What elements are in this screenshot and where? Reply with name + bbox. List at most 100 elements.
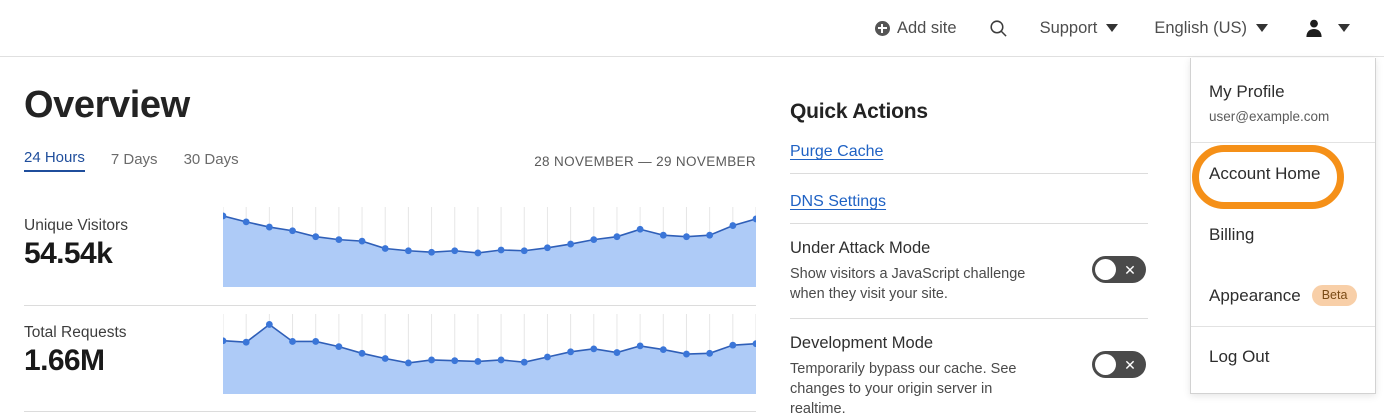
chart-data-point[interactable] [567, 240, 575, 248]
quick-action-purge-cache-row: Purge Cache [790, 124, 1148, 174]
close-icon: ✕ [1124, 261, 1136, 278]
metric-label: Total Requests [24, 324, 127, 341]
log-out-label: Log Out [1209, 347, 1270, 366]
development-mode-row: Development Mode Temporarily bypass our … [790, 319, 1148, 414]
chart-data-point[interactable] [613, 233, 621, 241]
chart-data-point[interactable] [659, 346, 667, 353]
chart-data-point[interactable] [289, 227, 296, 235]
purge-cache-link[interactable]: Purge Cache [790, 143, 884, 160]
dns-settings-link[interactable]: DNS Settings [790, 193, 887, 210]
dropdown-item-billing[interactable]: Billing [1191, 204, 1375, 265]
page-title: Overview [24, 84, 190, 126]
chart-data-point[interactable] [544, 353, 551, 361]
quick-actions-panel: Quick Actions Purge Cache DNS Settings U… [790, 100, 1148, 414]
account-home-label: Account Home [1209, 163, 1321, 183]
chart-line [222, 215, 757, 254]
chart-data-point[interactable] [590, 236, 598, 244]
chart-data-point[interactable] [613, 349, 621, 356]
chart-data-point[interactable] [404, 359, 412, 367]
chart-data-point[interactable] [242, 338, 250, 346]
chart-data-point[interactable] [289, 338, 296, 345]
language-menu[interactable]: English (US) [1136, 8, 1286, 48]
chart-data-point[interactable] [242, 218, 250, 226]
top-navigation-items: Add site Support English (US) [857, 8, 1384, 48]
chart-data-point[interactable] [474, 358, 482, 365]
chart-data-point[interactable] [404, 247, 412, 255]
sparkline-total-requests [219, 314, 760, 394]
development-mode-description: Temporarily bypass our cache. See change… [790, 361, 1017, 414]
chevron-down-icon [1106, 24, 1119, 32]
chart-data-point[interactable] [451, 247, 459, 255]
chart-data-point[interactable] [636, 342, 644, 350]
chart-data-point[interactable] [729, 222, 737, 229]
close-icon: ✕ [1124, 356, 1136, 373]
toggle-knob [1095, 354, 1116, 375]
development-mode-label: Development Mode [790, 334, 934, 352]
search-button[interactable] [975, 19, 1022, 38]
chart-data-point[interactable] [520, 247, 528, 255]
support-menu[interactable]: Support [1022, 8, 1137, 48]
under-attack-mode-toggle[interactable]: ✕ [1092, 256, 1146, 283]
tab-24-hours[interactable]: 24 Hours [24, 149, 85, 172]
metrics-list: Unique Visitors 54.54k Total Requests 1.… [24, 199, 760, 412]
language-label: English (US) [1154, 19, 1247, 37]
add-site-label: Add site [896, 19, 957, 37]
chart-data-point[interactable] [567, 348, 575, 356]
chart-data-point[interactable] [659, 231, 667, 239]
chart-data-point[interactable] [636, 225, 644, 233]
chart-data-point[interactable] [520, 358, 528, 366]
chart-data-point[interactable] [428, 356, 435, 364]
tab-7-days[interactable]: 7 Days [110, 151, 158, 168]
chart-data-point[interactable] [335, 236, 343, 244]
account-menu-button[interactable] [1286, 18, 1364, 38]
profile-email: user@example.com [1209, 109, 1330, 124]
overview-panel: Overview 24 Hours 7 Days 30 Days 28 NOVE… [24, 82, 760, 412]
appearance-label: Appearance [1209, 285, 1301, 305]
chart-area-fill [223, 324, 756, 394]
chart-line [222, 323, 757, 364]
chart-data-point[interactable] [451, 357, 459, 365]
chart-data-point[interactable] [497, 246, 505, 254]
chevron-down-icon [1256, 24, 1268, 32]
chart-data-point[interactable] [312, 233, 320, 241]
chart-data-point[interactable] [683, 350, 690, 358]
chart-data-point[interactable] [544, 244, 551, 252]
chart-data-point[interactable] [265, 321, 273, 328]
dropdown-item-appearance[interactable]: Appearance Beta [1191, 265, 1375, 326]
chart-data-point[interactable] [497, 356, 505, 364]
development-mode-toggle[interactable]: ✕ [1092, 351, 1146, 378]
chart-data-point[interactable] [381, 355, 389, 362]
chart-data-point[interactable] [706, 231, 714, 239]
toggle-knob [1095, 259, 1116, 280]
chart-data-point[interactable] [265, 223, 273, 231]
metric-total-requests: Total Requests 1.66M [24, 305, 760, 411]
chart-data-point[interactable] [474, 249, 482, 257]
chart-data-point[interactable] [590, 345, 598, 353]
under-attack-mode-description: Show visitors a JavaScript challenge whe… [790, 266, 1026, 302]
chart-data-point[interactable] [729, 341, 737, 349]
dropdown-item-account-home[interactable]: Account Home [1191, 143, 1375, 204]
chart-data-point[interactable] [428, 248, 435, 256]
chart-data-point[interactable] [683, 233, 690, 241]
add-site-button[interactable]: Add site [857, 8, 975, 48]
chevron-down-icon [1338, 24, 1350, 32]
sparkline-svg [219, 207, 760, 287]
dropdown-item-log-out[interactable]: Log Out [1191, 326, 1375, 387]
timeframe-tabs: 24 Hours 7 Days 30 Days 28 NOVEMBER — 29… [24, 149, 756, 172]
account-dropdown-menu: My Profile user@example.com Account Home… [1190, 58, 1376, 394]
metric-value: 1.66M [24, 344, 105, 377]
chart-data-point[interactable] [358, 349, 366, 357]
chart-data-point[interactable] [358, 237, 366, 245]
chart-data-point[interactable] [335, 343, 343, 351]
chart-data-point[interactable] [706, 349, 714, 357]
billing-label: Billing [1209, 224, 1255, 244]
metric-value: 54.54k [24, 237, 113, 270]
person-icon [1306, 19, 1322, 37]
under-attack-mode-row: Under Attack Mode Show visitors a JavaSc… [790, 224, 1148, 319]
tab-30-days[interactable]: 30 Days [183, 151, 239, 168]
search-icon [990, 19, 1007, 37]
dropdown-item-my-profile[interactable]: My Profile user@example.com [1191, 58, 1375, 143]
chart-data-point[interactable] [312, 338, 320, 345]
chart-data-point[interactable] [381, 245, 389, 252]
